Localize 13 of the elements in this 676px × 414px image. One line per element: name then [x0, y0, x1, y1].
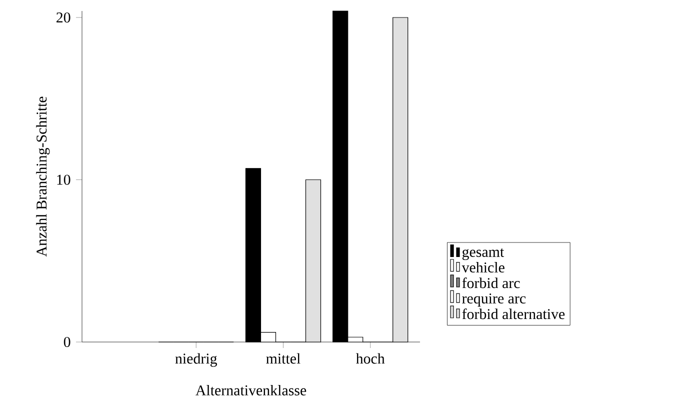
legend-label: forbid arc [462, 278, 520, 288]
x-tick-label: hoch [356, 353, 385, 364]
x-tick-label: mittel [266, 353, 300, 364]
x-tick-label: niedrig [175, 353, 218, 367]
y-tick-label: 10 [57, 174, 70, 185]
x-axis-title: Alternativenklasse [196, 384, 306, 396]
legend-label: gesamt [462, 248, 504, 260]
y-axis-title: Anzahl Branching-Schritte [36, 96, 50, 257]
legend-label: require arc [462, 293, 526, 307]
legend-label: forbid alternative [462, 308, 565, 320]
legend-label: vehicle [462, 262, 504, 273]
y-tick-label: 20 [56, 12, 70, 23]
y-tick-label: 0 [64, 336, 70, 348]
